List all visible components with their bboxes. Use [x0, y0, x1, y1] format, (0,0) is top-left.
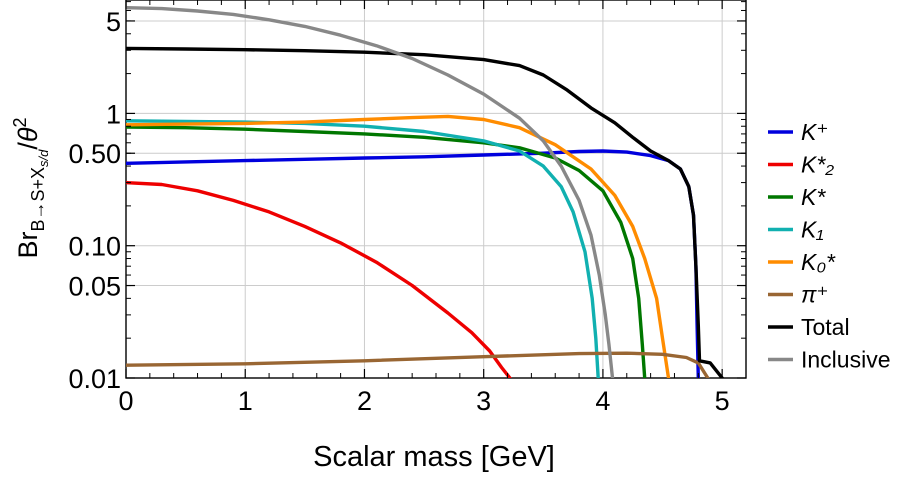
y-tick-label: 5 — [106, 7, 121, 37]
legend-label: K⁺ — [801, 119, 828, 145]
legend-label: Total — [801, 314, 850, 340]
series-lines — [126, 8, 722, 378]
series-line — [126, 127, 645, 378]
y-axis-title-theta: θ — [13, 127, 43, 142]
legend-label: K* — [801, 184, 826, 210]
x-tick-label: 3 — [476, 386, 491, 416]
y-axis-title-subscript: B→S+X — [28, 167, 48, 232]
series-line — [126, 116, 669, 378]
legend-label: K₁ — [801, 217, 824, 243]
series-line — [126, 48, 722, 378]
y-tick-label: 1 — [106, 99, 121, 129]
series-line — [126, 353, 708, 378]
y-tick-label: 0.10 — [68, 232, 121, 262]
legend-label: Inclusive — [801, 347, 890, 373]
y-axis-title-subsubscript: s/d — [36, 149, 51, 167]
legend-label: π⁺ — [801, 282, 829, 308]
y-tick-label: 0.50 — [68, 139, 121, 169]
x-tick-label: 5 — [715, 386, 730, 416]
x-tick-label: 4 — [595, 386, 610, 416]
y-axis-title: BrB→S+Xs/d/θ2 — [10, 117, 51, 258]
y-axis-title-br: Br — [13, 232, 43, 259]
legend-label: K₀* — [801, 249, 836, 275]
y-tick-label: 0.01 — [68, 364, 121, 394]
series-line — [126, 183, 510, 378]
x-tick-label: 1 — [238, 386, 253, 416]
x-tick-label: 2 — [357, 386, 372, 416]
x-axis-title: Scalar mass [GeV] — [313, 441, 555, 473]
y-tick-label: 0.05 — [68, 272, 121, 302]
legend-label: K*₂ — [801, 152, 834, 178]
legend: K⁺ K*₂ K* K₁ K₀* π⁺ Total Inclusive — [768, 119, 890, 373]
series-line — [126, 151, 698, 378]
y-axis-title-exponent: 2 — [10, 117, 30, 127]
